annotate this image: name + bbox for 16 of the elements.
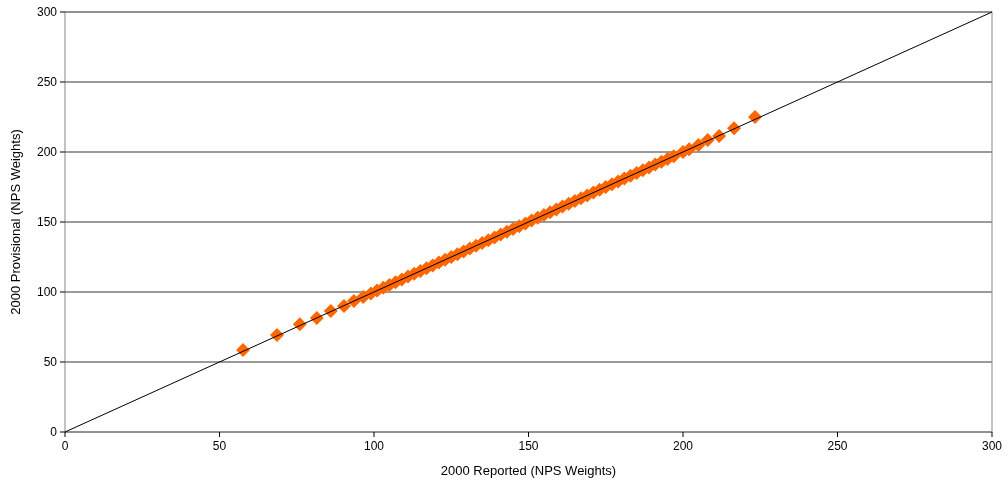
y-tick-label: 250 bbox=[36, 75, 58, 89]
x-tick-label: 250 bbox=[827, 439, 848, 453]
y-tick-label: 300 bbox=[36, 5, 58, 19]
y-tick-label: 50 bbox=[43, 355, 58, 369]
x-axis-title: 2000 Reported (NPS Weights) bbox=[440, 463, 617, 478]
x-tick-label: 0 bbox=[61, 439, 69, 453]
y-axis-title: 2000 Provisional (NPS Weights) bbox=[8, 129, 23, 315]
x-tick-label: 150 bbox=[518, 439, 539, 453]
y-tick-label: 0 bbox=[50, 425, 58, 439]
x-tick-label: 200 bbox=[672, 439, 694, 453]
x-tick-label: 100 bbox=[363, 439, 385, 453]
x-tick-label: 50 bbox=[212, 439, 227, 453]
y-tick-label: 150 bbox=[36, 215, 58, 229]
y-tick-label: 100 bbox=[36, 285, 58, 299]
x-tick-label: 300 bbox=[981, 439, 1003, 453]
y-tick-label: 200 bbox=[36, 145, 58, 159]
